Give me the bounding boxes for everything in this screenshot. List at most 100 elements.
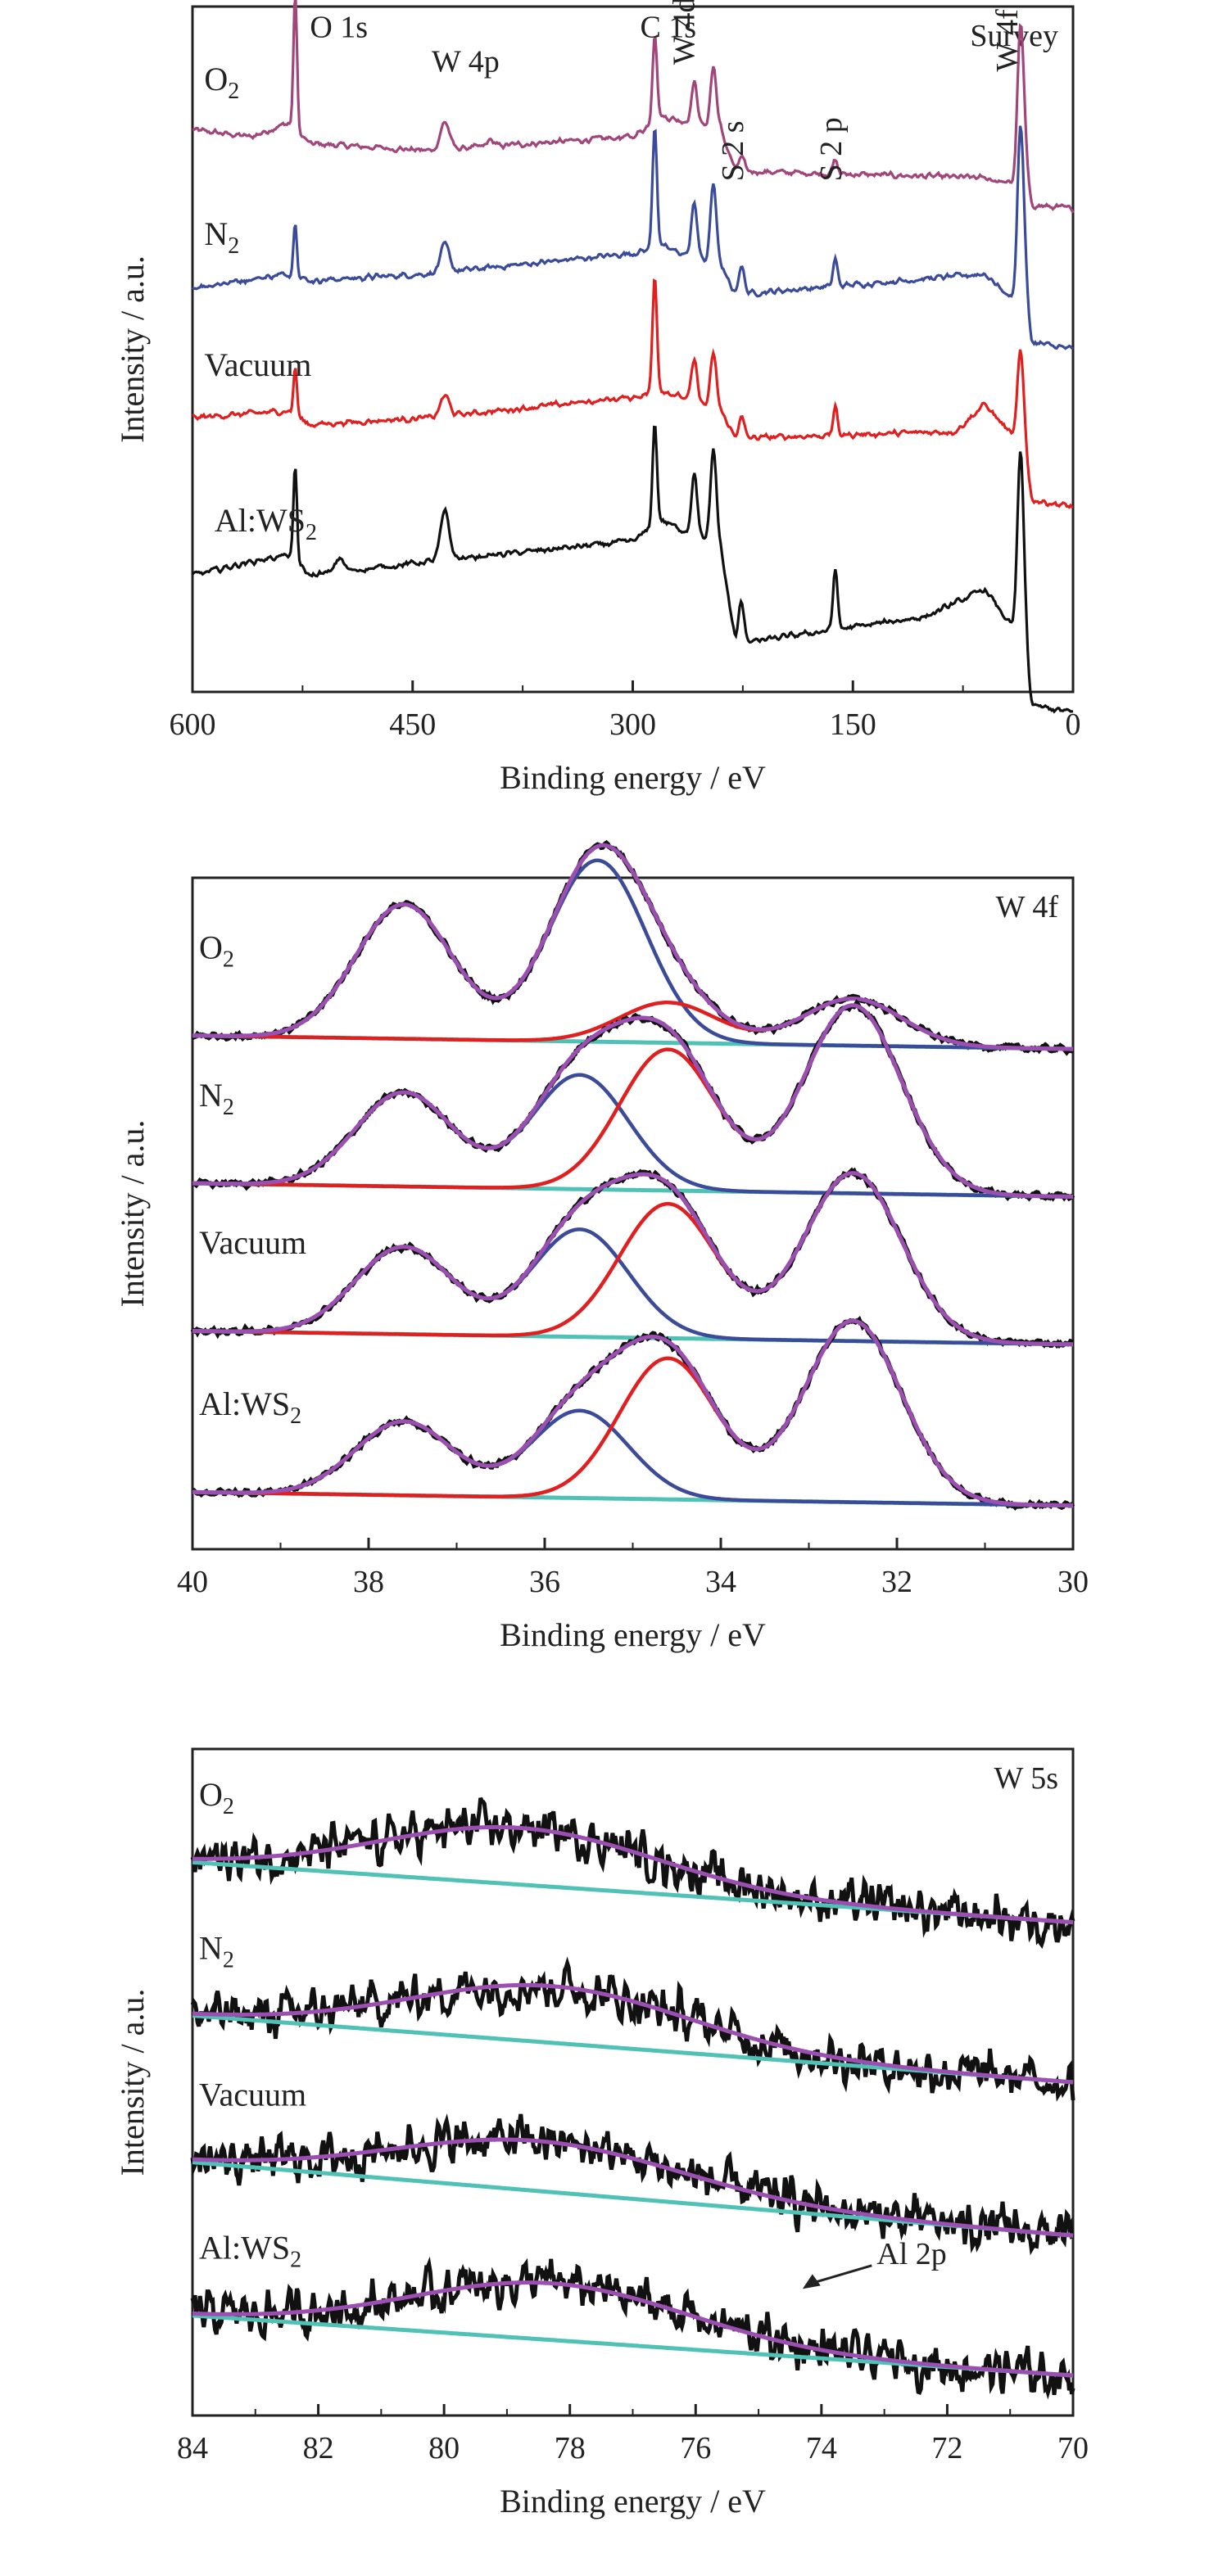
series-4: Al:WS2 — [191, 425, 1074, 714]
blue-component-line — [192, 1408, 1073, 1507]
series-label-subscript: 2 — [290, 2248, 301, 2273]
series-4: Al:WS2 — [190, 2230, 1075, 2400]
x-tick-label: 0 — [1066, 707, 1081, 742]
survey-spectrum-line — [191, 425, 1074, 714]
x-tick-label: 78 — [555, 2431, 586, 2465]
annotation-label: Al 2p — [876, 2237, 947, 2271]
red-component-line — [192, 1003, 1073, 1199]
series-label-subscript: 2 — [223, 1947, 234, 1973]
raw-data-line — [190, 1956, 1075, 2102]
series-label: O2 — [199, 1776, 234, 1819]
x-tick-label: 150 — [830, 707, 876, 742]
envelope-fit-line — [192, 1003, 1073, 1199]
x-tick-label: 82 — [303, 2431, 334, 2465]
series-label-subscript: 2 — [290, 1403, 301, 1429]
raw-data-line — [192, 998, 1075, 1202]
survey-spectrum-line — [191, 125, 1074, 350]
series-label-subscript: 2 — [223, 1794, 234, 1819]
series-label-subscript: 2 — [306, 520, 317, 545]
series-3: Vacuum — [192, 278, 1074, 509]
raw-data-line — [192, 1315, 1075, 1512]
series-label: Al:WS2 — [199, 1385, 301, 1429]
series-4: Al:WS2 — [192, 1315, 1075, 1512]
blue-component-line — [192, 1227, 1073, 1347]
annotation-arrow-head — [802, 2274, 821, 2289]
series-label: Al:WS2 — [199, 2230, 301, 2273]
series-label-subscript: 2 — [223, 947, 234, 972]
raw-data-line — [190, 2256, 1075, 2400]
series-label: Vacuum — [199, 2076, 306, 2113]
peak-label: O 1s — [310, 11, 368, 45]
envelope-fit-line — [192, 1171, 1073, 1347]
x-tick-label: 72 — [931, 2431, 962, 2465]
x-tick-label: 38 — [353, 1565, 384, 1599]
x-tick-label: 80 — [428, 2431, 460, 2465]
y-axis-label: Intensity / a.u. — [114, 1989, 151, 2176]
panel-title: W 5s — [994, 1761, 1058, 1796]
series-label: N2 — [204, 215, 239, 259]
peak-label: W 4f — [990, 9, 1025, 72]
series-2: N2 — [191, 125, 1074, 350]
x-axis-label: Binding energy / eV — [500, 759, 766, 796]
envelope-fit-line — [192, 2280, 1074, 2378]
envelope-fit-line — [192, 1982, 1074, 2085]
x-tick-label: 70 — [1057, 2431, 1089, 2465]
envelope-fit-line — [192, 843, 1073, 1051]
peak-label: C 1s — [640, 11, 696, 45]
series-label: N2 — [199, 1077, 234, 1120]
x-tick-label: 40 — [177, 1565, 208, 1599]
series-label: Al:WS2 — [215, 502, 317, 545]
x-axis-label: Binding energy / eV — [500, 2483, 766, 2520]
series-1: O2 — [191, 839, 1075, 1056]
x-tick-label: 450 — [389, 707, 436, 742]
x-tick-label: 32 — [881, 1565, 912, 1599]
series-3: Vacuum — [190, 1167, 1075, 1349]
raw-data-line — [190, 1797, 1075, 1950]
series-label: O2 — [199, 929, 234, 972]
peak-label: W 4p — [432, 45, 500, 79]
plot-frame — [191, 5, 1075, 694]
series-label: Vacuum — [199, 1224, 306, 1261]
chart-panel-3: 84 82 80 78 76 74 72 70 Binding energy / eV Inten… — [114, 1747, 1089, 2520]
x-tick-label: 600 — [170, 707, 216, 742]
red-component-line — [192, 1318, 1073, 1507]
envelope-fit-line — [192, 2137, 1074, 2238]
series-2: N2 — [190, 1929, 1075, 2102]
series-label-subscript: 2 — [223, 1095, 234, 1120]
red-component-line — [192, 1171, 1073, 1347]
x-tick-label: 36 — [529, 1565, 560, 1599]
series-label-subscript: 2 — [228, 79, 239, 104]
series-3: Vacuum — [190, 2076, 1074, 2256]
series-2: N2 — [192, 998, 1075, 1202]
x-tick-label: 30 — [1057, 1565, 1089, 1599]
survey-spectrum-line — [192, 278, 1074, 509]
y-axis-label: Intensity / a.u. — [114, 1120, 151, 1308]
raw-data-line — [190, 1167, 1075, 1349]
survey-spectrum-line — [192, 0, 1075, 214]
panel-title: W 4f — [996, 890, 1059, 924]
envelope-fit-line — [192, 1318, 1073, 1508]
peak-label: S 2 s — [716, 121, 750, 182]
series-label-subscript: 2 — [228, 233, 239, 259]
x-tick-label: 74 — [806, 2431, 837, 2465]
series-label: N2 — [199, 1929, 234, 1973]
x-tick-label: 76 — [680, 2431, 711, 2465]
panel-title: Survey — [970, 19, 1058, 53]
envelope-fit-line — [192, 1824, 1074, 1925]
x-tick-label: 34 — [705, 1565, 736, 1599]
y-axis-label: Intensity / a.u. — [114, 255, 151, 443]
annotation-arrow-line — [808, 2264, 872, 2285]
x-tick-label: 300 — [609, 707, 656, 742]
series-1: O2 — [190, 1776, 1075, 1950]
x-tick-label: 84 — [177, 2431, 208, 2465]
peak-label: W 4d — [668, 0, 702, 65]
x-axis-label: Binding energy / eV — [500, 1616, 766, 1653]
chart-panel-2: 40 38 36 34 32 30 Binding energy / eV Intensity… — [114, 839, 1089, 1653]
series-1: O2 — [192, 0, 1075, 214]
chart-panel-1: 600 450 300 150 0 Binding energy / eV Intensit… — [114, 0, 1081, 796]
series-label: Vacuum — [204, 346, 311, 383]
series-label: O2 — [204, 61, 239, 104]
raw-data-line — [190, 2113, 1074, 2256]
peak-label: S 2 p — [814, 117, 849, 181]
